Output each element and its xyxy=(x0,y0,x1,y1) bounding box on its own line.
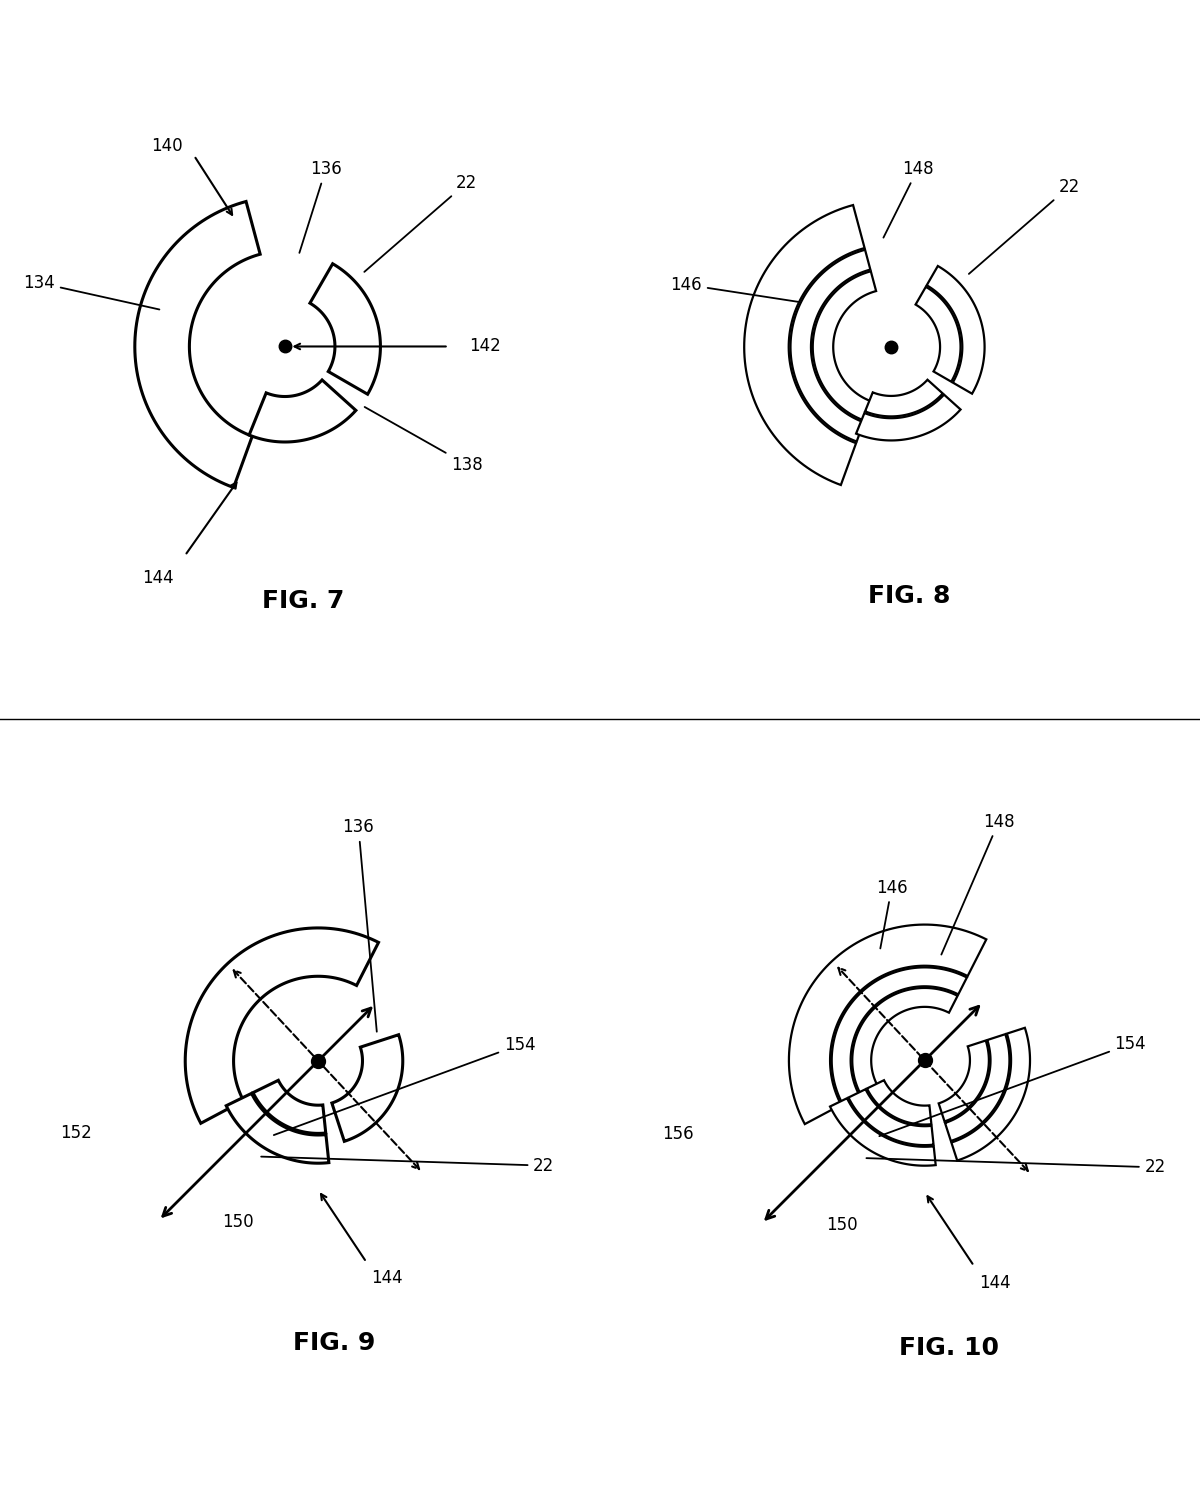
Text: 136: 136 xyxy=(299,160,342,253)
Text: 148: 148 xyxy=(941,812,1014,954)
Polygon shape xyxy=(253,1081,325,1133)
Text: 22: 22 xyxy=(365,173,478,271)
Polygon shape xyxy=(134,202,260,488)
Polygon shape xyxy=(791,250,870,442)
Polygon shape xyxy=(946,1034,1009,1141)
Text: FIG. 8: FIG. 8 xyxy=(868,585,950,609)
Text: FIG. 9: FIG. 9 xyxy=(293,1331,376,1355)
Text: 140: 140 xyxy=(151,137,182,155)
Text: 136: 136 xyxy=(342,818,377,1032)
Polygon shape xyxy=(250,380,356,442)
Text: 144: 144 xyxy=(142,570,173,588)
Polygon shape xyxy=(812,271,876,420)
Polygon shape xyxy=(185,928,378,1123)
Text: 144: 144 xyxy=(979,1273,1010,1291)
Polygon shape xyxy=(866,1081,931,1124)
Text: 156: 156 xyxy=(662,1126,694,1144)
Polygon shape xyxy=(856,395,960,440)
Polygon shape xyxy=(832,967,967,1105)
Text: 22: 22 xyxy=(968,178,1080,274)
Polygon shape xyxy=(848,1090,934,1145)
Text: 150: 150 xyxy=(222,1213,253,1231)
Text: 134: 134 xyxy=(24,274,160,309)
Polygon shape xyxy=(332,1035,403,1141)
Polygon shape xyxy=(788,925,986,1124)
Polygon shape xyxy=(227,1094,329,1163)
Polygon shape xyxy=(926,267,984,393)
Text: 150: 150 xyxy=(827,1216,858,1234)
Text: 154: 154 xyxy=(274,1035,535,1135)
Text: 148: 148 xyxy=(883,160,934,238)
Polygon shape xyxy=(916,286,960,381)
Text: 152: 152 xyxy=(60,1124,92,1142)
Polygon shape xyxy=(310,264,380,395)
Text: 22: 22 xyxy=(262,1156,554,1174)
Text: 142: 142 xyxy=(469,338,500,356)
Text: 22: 22 xyxy=(866,1159,1165,1177)
Polygon shape xyxy=(952,1028,1030,1160)
Text: 144: 144 xyxy=(371,1269,402,1287)
Text: 154: 154 xyxy=(880,1035,1146,1136)
Polygon shape xyxy=(852,989,958,1094)
Polygon shape xyxy=(938,1040,989,1121)
Text: 146: 146 xyxy=(876,879,907,948)
Polygon shape xyxy=(865,380,943,416)
Polygon shape xyxy=(744,205,864,485)
Text: 138: 138 xyxy=(365,407,482,473)
Text: FIG. 10: FIG. 10 xyxy=(899,1337,1000,1361)
Text: FIG. 7: FIG. 7 xyxy=(262,589,344,613)
Text: 146: 146 xyxy=(671,276,799,301)
Polygon shape xyxy=(830,1099,936,1166)
